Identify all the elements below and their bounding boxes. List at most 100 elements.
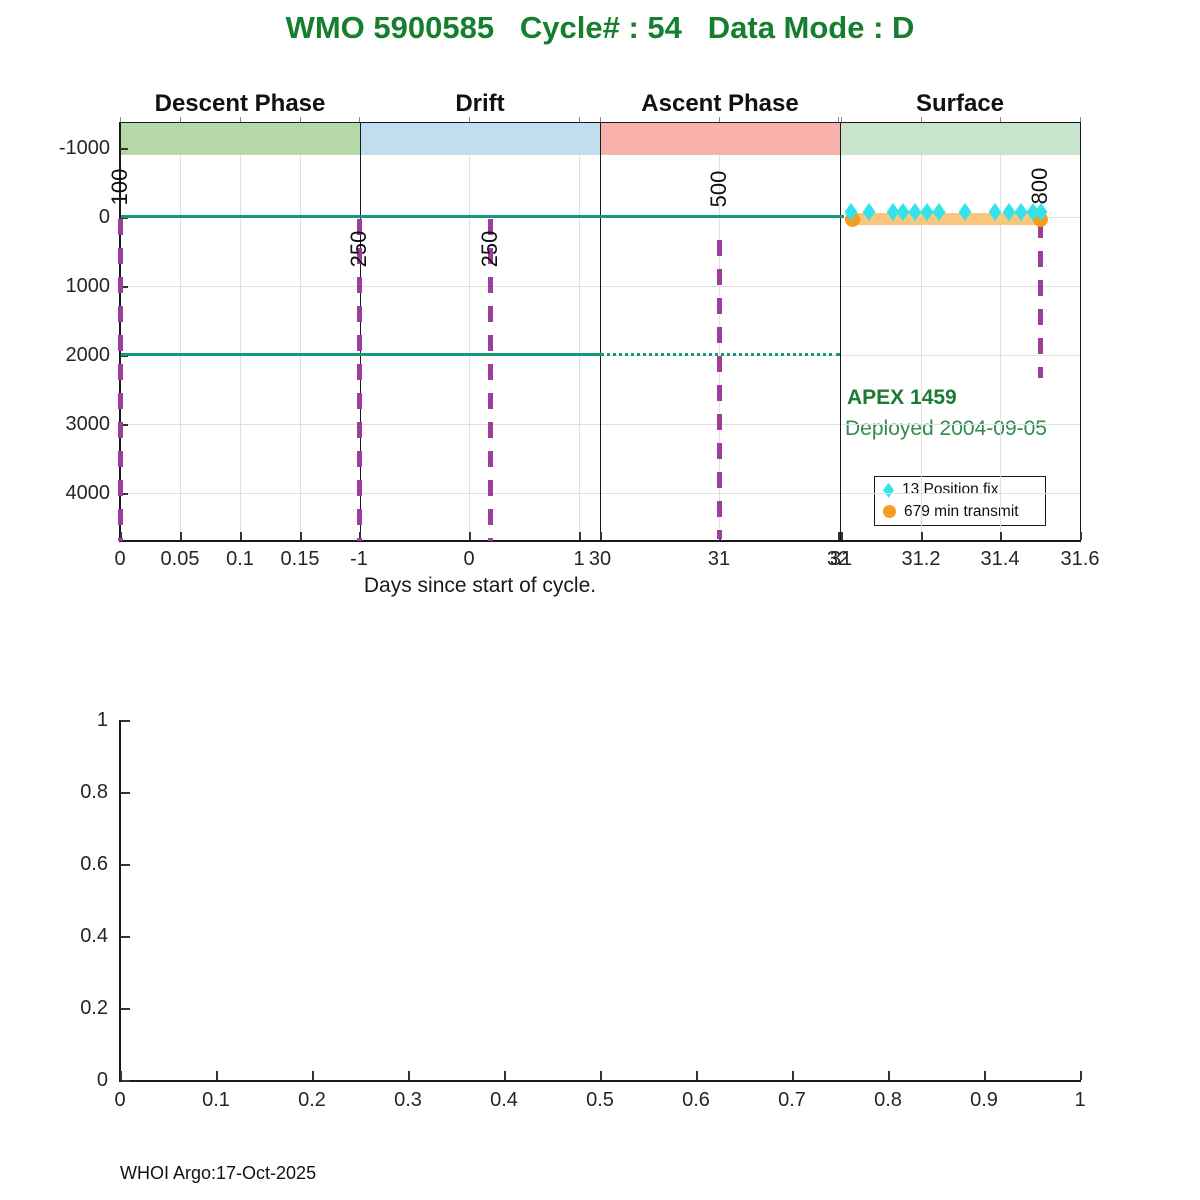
x-tick-label: 0.3 (394, 1089, 422, 1111)
position-fix-marker (932, 203, 946, 221)
x-tick-label: 31 (829, 548, 853, 570)
x-tick-label: 0.9 (970, 1089, 998, 1111)
y-tick-mark (120, 148, 128, 150)
pressure-marker-line (1037, 222, 1043, 378)
pressure-marker-label: 500 (706, 170, 731, 208)
y-tick-label: 0.8 (80, 781, 108, 803)
y-tick-mark (121, 864, 130, 866)
surface-pressure-line (121, 215, 844, 218)
pressure-marker-line (716, 240, 722, 539)
position-fix-marker (844, 203, 858, 221)
x-tick-label: 31.4 (980, 548, 1020, 570)
legend-label: 13 Position fix (902, 481, 999, 499)
y-tick-label: -1000 (58, 137, 110, 159)
x-tick-label: 0.2 (298, 1089, 326, 1111)
y-tick-mark (121, 1080, 130, 1082)
position-fix-marker (1002, 203, 1016, 221)
x-tick-mark (696, 1071, 698, 1080)
x-tick-label: 0.05 (160, 548, 200, 570)
phase-label-ascent: Ascent Phase (641, 90, 799, 117)
y-tick-label: 0 (96, 1069, 108, 1091)
page-title: WMO 5900585 Cycle# : 54 Data Mode : D (285, 10, 915, 45)
position-fix-marker (1026, 203, 1040, 221)
legend: 13 Position fix 679 min transmit (874, 476, 1046, 526)
x-tick-mark-top (240, 117, 241, 122)
x-tick-label: 1 (573, 548, 585, 570)
x-tick-label: 0.1 (226, 548, 254, 570)
y-tick-label: 4000 (65, 482, 111, 504)
y-tick-mark (121, 720, 130, 722)
x-tick-mark (792, 1071, 794, 1080)
x-tick-mark (838, 532, 840, 540)
x-tick-mark (312, 1071, 314, 1080)
pressure-marker-line (117, 219, 123, 541)
v-gridline (1000, 122, 1001, 540)
x-tick-mark-top (1000, 117, 1001, 122)
bottom-plot-bottom-spine (120, 1080, 1081, 1082)
x-tick-mark (888, 1071, 890, 1080)
x-tick-mark (216, 1071, 218, 1080)
v-gridline (180, 122, 181, 540)
x-tick-mark-top (469, 117, 470, 122)
y-tick-label: 0.4 (80, 925, 108, 947)
pressure-marker-line (356, 219, 362, 541)
x-tick-mark (180, 532, 182, 540)
v-gridline (300, 122, 301, 540)
x-tick-mark-top (600, 117, 601, 122)
v-gridline (469, 122, 470, 540)
bottom-plot-left-spine (119, 720, 121, 1082)
x-tick-mark (984, 1071, 986, 1080)
deployed-date-annotation: Deployed 2004-09-05 (845, 417, 1047, 440)
x-tick-mark (600, 532, 602, 540)
top-plot-right-spine (1080, 122, 1081, 540)
x-tick-label: 30 (588, 548, 612, 570)
legend-item-position-fix: 13 Position fix (883, 481, 1037, 500)
position-fix-marker (896, 203, 910, 221)
x-tick-label: 0.6 (682, 1089, 710, 1111)
y-tick-mark (120, 493, 128, 495)
x-tick-label: 31.6 (1060, 548, 1100, 570)
x-tick-mark (841, 532, 843, 540)
legend-label: 679 min transmit (904, 502, 1019, 520)
x-tick-mark (921, 532, 923, 540)
x-tick-mark (240, 532, 242, 540)
x-tick-mark-top (359, 117, 360, 122)
x-tick-mark-top (120, 117, 121, 122)
x-tick-mark (408, 1071, 410, 1080)
x-tick-mark (1080, 532, 1082, 540)
x-tick-label: 0 (114, 548, 126, 570)
position-fix-marker (1034, 203, 1048, 221)
pressure-marker-label: 100 (107, 168, 132, 206)
phase-band (360, 122, 600, 155)
x-tick-mark (1080, 1071, 1082, 1080)
x-tick-mark-top (921, 117, 922, 122)
position-fix-marker (920, 203, 934, 221)
phase-band (120, 122, 360, 155)
x-tick-mark (504, 1071, 506, 1080)
x-tick-mark (1000, 532, 1002, 540)
y-tick-mark (121, 792, 130, 794)
pressure-marker-line (487, 219, 493, 541)
x-tick-mark (600, 1071, 602, 1080)
position-fix-marker (958, 203, 972, 221)
v-gridline (921, 122, 922, 540)
position-fix-marker (908, 203, 922, 221)
position-fix-marker (988, 203, 1002, 221)
y-tick-mark (121, 936, 130, 938)
x-tick-mark (300, 532, 302, 540)
position-fix-diamond-icon (883, 482, 894, 498)
v-gridline (579, 122, 580, 540)
y-tick-mark (120, 217, 128, 219)
x-tick-mark (579, 532, 581, 540)
x-tick-label: 0.7 (778, 1089, 806, 1111)
phase-band (840, 122, 1080, 155)
top-plot-bottom-spine (120, 540, 1081, 542)
y-tick-label: 3000 (65, 413, 111, 435)
x-tick-mark-top (719, 117, 720, 122)
y-tick-mark (120, 424, 128, 426)
position-fix-marker (886, 203, 900, 221)
x-tick-mark-top (841, 117, 842, 122)
float-name-annotation: APEX 1459 (847, 386, 957, 409)
phase-label-drift: Drift (455, 90, 505, 117)
